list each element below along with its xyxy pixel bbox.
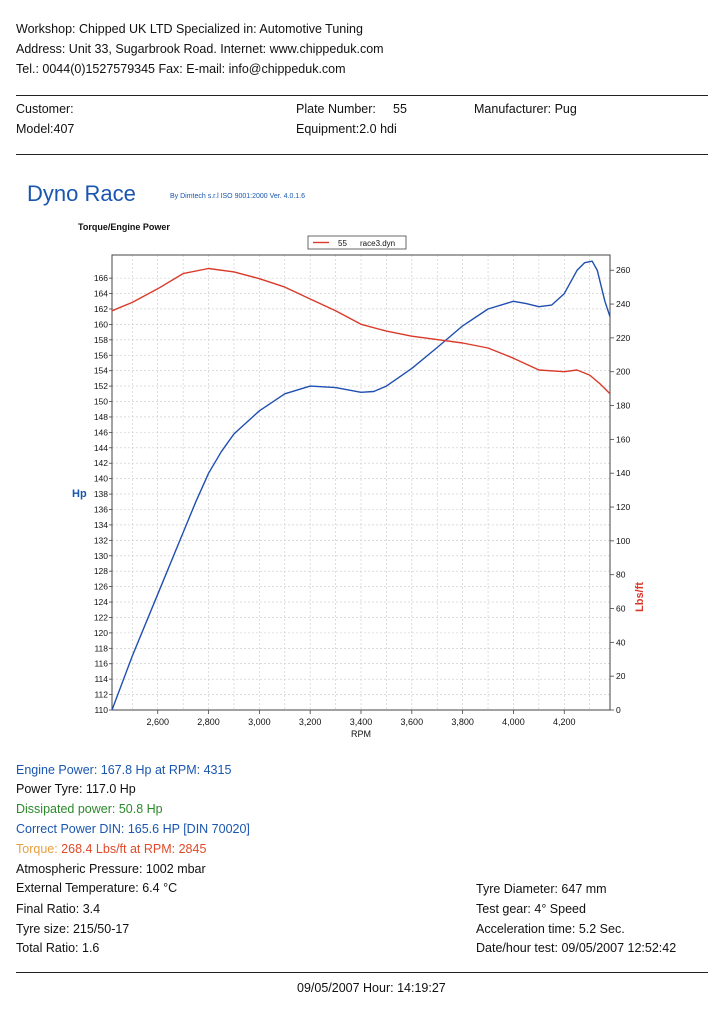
chart-series <box>111 260 611 711</box>
y-right-tick-label: 160 <box>616 434 630 444</box>
plate-label: Plate Number: <box>296 102 376 116</box>
y-left-tick-label: 148 <box>94 412 108 422</box>
external-temperature: External Temperature: 6.4 °C <box>16 881 178 895</box>
y-right-tick-label: 200 <box>616 367 630 377</box>
y-right-tick-label: 240 <box>616 299 630 309</box>
workshop-line: Workshop: Chipped UK LTD Specialized in:… <box>16 22 363 36</box>
manufacturer: Manufacturer: Pug <box>474 102 577 116</box>
y-left-tick-label: 166 <box>94 273 108 283</box>
legend-entry-name: 55 <box>338 239 347 248</box>
y-right-tick-label: 80 <box>616 570 626 580</box>
y-right-tick-label: 140 <box>616 468 630 478</box>
dyno-chart: Torque/Engine Power 2,600 2,800 3,000 3,200… <box>72 222 646 739</box>
y-right-tick-label: 20 <box>616 671 626 681</box>
torque-value: 268.4 Lbs/ft at RPM: 2845 <box>57 842 207 856</box>
dissipated-power: Dissipated power: 50.8 Hp <box>16 802 163 816</box>
y-left-tick-label: 158 <box>94 335 108 345</box>
y-left-tick-label: 124 <box>94 597 108 607</box>
y-right-tick-label: 60 <box>616 604 626 614</box>
chart-title: Torque/Engine Power <box>78 222 170 232</box>
address-line: Address: Unit 33, Sugarbrook Road. Inter… <box>16 42 384 56</box>
y-left-tick-label: 130 <box>94 551 108 561</box>
print-timestamp: 09/05/2007 Hour: 14:19:27 <box>297 981 446 995</box>
y-left-tick-label: 110 <box>94 705 108 715</box>
final-ratio: Final Ratio: 3.4 <box>16 902 101 916</box>
legend-entry-label: race3.dyn <box>360 239 395 248</box>
torque-result: Torque: 268.4 Lbs/ft at RPM: 2845 <box>16 842 206 856</box>
y-left-tick-label: 142 <box>94 458 108 468</box>
y-left-tick-label: 136 <box>94 504 108 514</box>
contact-line: Tel.: 0044(0)1527579345 Fax: E-mail: inf… <box>16 62 346 76</box>
equipment: Equipment:2.0 hdi <box>296 122 397 136</box>
x-tick-label: 4,000 <box>502 717 525 727</box>
y-left-tick-label: 156 <box>94 350 108 360</box>
brand-title: Dyno Race <box>27 181 136 206</box>
y-right-tick-label: 180 <box>616 401 630 411</box>
y-left-tick-label: 144 <box>94 443 108 453</box>
y-left-tick-label: 132 <box>94 535 108 545</box>
y-left-tick-label: 112 <box>94 690 108 700</box>
y-left-tick-label: 122 <box>94 612 108 622</box>
header-divider <box>16 95 708 96</box>
legend-box <box>307 235 407 250</box>
acceleration-time: Acceleration time: 5.2 Sec. <box>476 922 625 936</box>
x-axis-label: RPM <box>351 729 371 739</box>
brand-subtitle: By Dimtech s.r.l ISO 9001:2000 Ver. 4.0.… <box>170 193 306 200</box>
engine-power: Engine Power: 167.8 Hp at RPM: 4315 <box>16 763 232 777</box>
y-left-tick-label: 126 <box>94 582 108 592</box>
torque-curve <box>111 267 611 395</box>
y-left-tick-label: 150 <box>94 397 108 407</box>
x-tick-label: 3,400 <box>350 717 373 727</box>
correct-power-din: Correct Power DIN: 165.6 HP [DIN 70020] <box>16 822 250 836</box>
y-left-axis-label: Hp <box>72 488 87 500</box>
y-right-tick-label: 260 <box>616 265 630 275</box>
power-tyre: Power Tyre: 117.0 Hp <box>16 782 136 796</box>
chart-grid <box>112 255 610 711</box>
x-tick-label: 3,200 <box>299 717 322 727</box>
torque-label: Torque: <box>16 842 58 856</box>
y-left-tick-label: 120 <box>94 628 108 638</box>
y-right-tick-label: 40 <box>616 637 626 647</box>
footer-divider <box>16 972 708 973</box>
y-left-tick-label: 138 <box>94 489 108 499</box>
x-tick-label: 2,600 <box>146 717 169 727</box>
test-gear: Test gear: 4° Speed <box>476 902 586 916</box>
x-tick-label: 3,600 <box>401 717 424 727</box>
y-left-tick-label: 152 <box>94 381 108 391</box>
y-left-tick-label: 118 <box>94 643 108 653</box>
tyre-size: Tyre size: 215/50-17 <box>16 922 130 936</box>
y-right-tick-label: 220 <box>616 333 630 343</box>
y-right-tick-label: 100 <box>616 536 630 546</box>
x-tick-label: 3,000 <box>248 717 271 727</box>
model: Model:407 <box>16 122 75 136</box>
y-left-tick-label: 140 <box>94 474 108 484</box>
total-ratio: Total Ratio: 1.6 <box>16 941 100 955</box>
y-left-tick-label: 134 <box>94 520 108 530</box>
x-tick-label: 4,200 <box>553 717 576 727</box>
y-left-tick-label: 154 <box>94 366 108 376</box>
y-left-tick-label: 116 <box>94 659 108 669</box>
chart-axes: 2,600 2,800 3,000 3,200 3,400 3,600 3,800 4,000… <box>94 265 631 727</box>
y-left-tick-label: 146 <box>94 427 108 437</box>
tyre-diameter: Tyre Diameter: 647 mm <box>476 882 607 896</box>
y-left-tick-label: 162 <box>94 304 108 314</box>
plate-value: 55 <box>393 102 407 116</box>
vehicle-divider <box>16 154 708 155</box>
date-hour-test: Date/hour test: 09/05/2007 12:52:42 <box>476 941 677 955</box>
atmospheric-pressure: Atmospheric Pressure: 1002 mbar <box>16 862 206 876</box>
chart-legend: 55 race3.dyn <box>307 235 407 250</box>
x-tick-label: 3,800 <box>451 717 474 727</box>
y-right-tick-label: 120 <box>616 502 630 512</box>
y-left-tick-label: 164 <box>94 289 108 299</box>
y-left-tick-label: 114 <box>94 674 108 684</box>
y-left-tick-label: 160 <box>94 319 108 329</box>
y-right-tick-label: 0 <box>616 705 621 715</box>
y-right-axis-label: Lbs/ft <box>634 582 646 612</box>
customer-label: Customer: <box>16 102 74 116</box>
y-left-tick-label: 128 <box>94 566 108 576</box>
power-curve <box>111 260 611 711</box>
x-tick-label: 2,800 <box>197 717 220 727</box>
